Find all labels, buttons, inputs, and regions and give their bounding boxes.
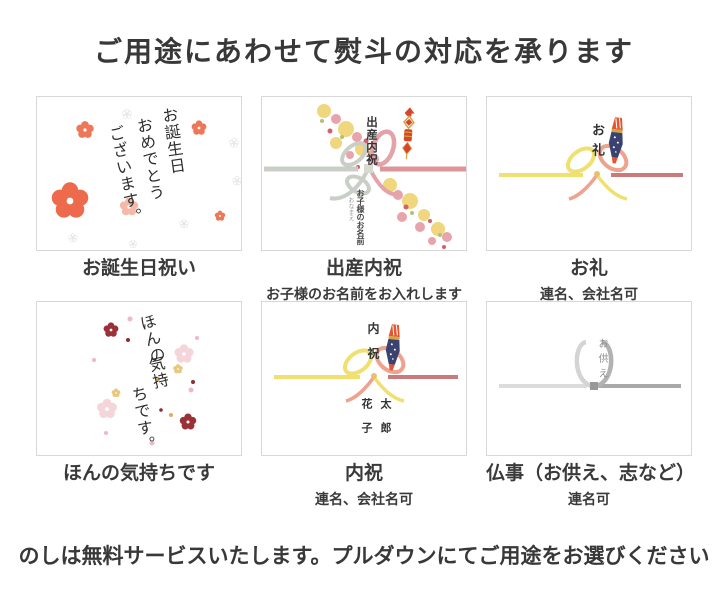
noshi-option-honno-kimochi: ほんの 気持 ちです。 ほんの気持ちです [36, 301, 242, 506]
noshi-image-birthday: お誕生日 おめでとう ございます。 [36, 96, 242, 251]
sample-names-text: 太郎 花子 [360, 398, 391, 446]
sakura-flower-icon [214, 210, 226, 221]
noshi-option-birthday: お誕生日 おめでとう ございます。 お誕生日祝い [36, 96, 242, 301]
footer-note: のしは無料サービスいたします。プルダウンにてご用途をお選びください [18, 544, 710, 568]
noshi-purpose-text: 出産内祝 [365, 116, 377, 166]
plum-flower-icon [173, 364, 183, 374]
flower-band [317, 104, 452, 249]
noshi-options-grid: お誕生日 おめでとう ございます。 お誕生日祝い [36, 96, 696, 508]
mizuhiki-knot [499, 339, 681, 390]
noshi-option-butsuji: お供え 仏事（お供え、志など） 連名可 [486, 301, 696, 508]
sakura-flower-icon [191, 120, 207, 135]
plum-flower-icon [103, 322, 119, 337]
plum-flowers-art [92, 316, 199, 446]
mizuhiki-bow [274, 345, 458, 403]
noshi-purpose-text: お供え [596, 338, 607, 383]
plum-flower-icon [174, 344, 194, 363]
mizuhiki-bow [499, 143, 683, 201]
noshi-ornament-icon [608, 117, 623, 164]
noshi-sublabel: 連名、会社名可 [540, 287, 638, 303]
floral-noshi-art [264, 104, 466, 249]
noshi-ornament-icon [385, 324, 400, 371]
plum-flower-icon [179, 413, 197, 430]
buddhist-mizuhiki-art [499, 339, 681, 390]
mizuhiki-bow [264, 129, 466, 201]
noshi-label: ほんの気持ちです [62, 463, 215, 484]
plum-flower-icon [111, 388, 121, 397]
noshi-label: お誕生日祝い [81, 258, 196, 279]
sakura-flower-icon [76, 121, 94, 138]
noshi-sublabel: 連名可 [568, 492, 610, 508]
noshi-purpose-text: 内祝 [366, 322, 380, 372]
outline-flower-icon [232, 176, 241, 186]
noshi-image-honno-kimochi: ほんの 気持 ちです。 [36, 301, 242, 456]
noshi-option-uchiiwai: 内祝 太郎 花子 内祝 連名、会社名可 [261, 301, 467, 508]
outline-flower-icon [121, 108, 133, 119]
noshi-sublabel: 連名、会社名可 [315, 492, 413, 508]
outline-flower-icon [128, 239, 138, 248]
noshi-label: 内祝 [344, 463, 383, 484]
noshi-label: お礼 [569, 258, 608, 279]
child-name-placeholder-text: お子様のお名前 [356, 189, 365, 245]
noshi-purpose-text: お礼 [590, 123, 605, 163]
outline-flower-icon [68, 233, 78, 243]
section-title: ご用途にあわせて熨斗の対応を承ります [93, 37, 634, 68]
furigana-text: おなまえ [347, 197, 353, 221]
noshi-image-butsuji: お供え [486, 301, 692, 456]
noshi-image-orei: お礼 [486, 96, 692, 251]
noshi-label: 仏事（お供え、志など） [486, 463, 696, 484]
mizuhiki-noshi-art [499, 117, 683, 201]
sakura-flower-icon [51, 182, 89, 218]
outline-flower-icon [228, 137, 240, 148]
noshi-sublabel: お子様のお名前をお入れします [266, 287, 462, 303]
outline-flower-icon [179, 219, 189, 229]
noshi-ornament-icon [402, 107, 415, 160]
plum-flower-icon [96, 398, 118, 419]
noshi-image-uchiiwai: 内祝 太郎 花子 [261, 301, 467, 456]
scatter-dots [92, 316, 199, 446]
noshi-option-orei: お礼 お礼 連名、会社名可 [486, 96, 692, 303]
mizuhiki-noshi-art [274, 324, 458, 403]
noshi-option-shussan-uchiiwai: 出産内祝 お子様のお名前 おなまえ 出産内祝 お子様のお名前をお入れします [261, 96, 467, 303]
noshi-label: 出産内祝 [325, 258, 402, 279]
noshi-image-shussan-uchiiwai: 出産内祝 お子様のお名前 おなまえ [261, 96, 467, 251]
